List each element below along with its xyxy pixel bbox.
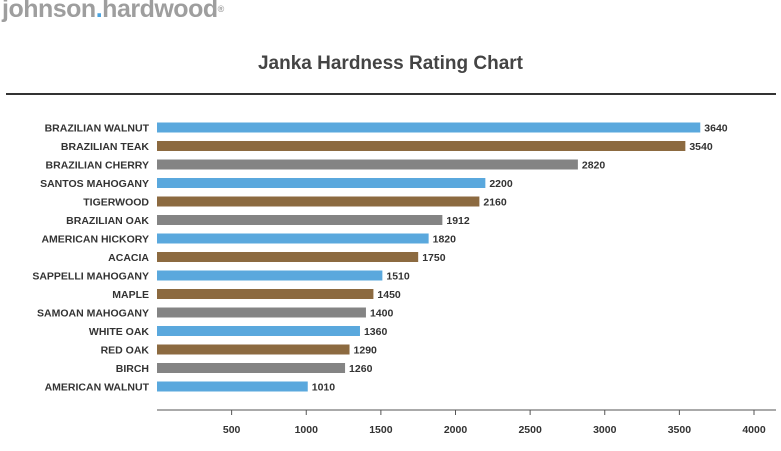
- category-label: BRAZILIAN CHERRY: [46, 160, 149, 172]
- x-tick-label: 2000: [444, 424, 468, 436]
- data-label: 1912: [446, 215, 470, 227]
- data-label: 1260: [349, 363, 373, 375]
- category-label: RED OAK: [101, 345, 150, 357]
- bar: [157, 215, 443, 225]
- brand-dot: .: [95, 0, 103, 23]
- x-tick-label: 4000: [742, 424, 766, 436]
- category-label: SAMOAN MAHOGANY: [37, 308, 149, 320]
- bar: [157, 141, 686, 151]
- bar: [157, 196, 480, 207]
- bar: [157, 178, 486, 188]
- category-label: MAPLE: [112, 289, 149, 301]
- data-label: 3640: [704, 123, 728, 135]
- data-label: 2200: [489, 178, 513, 190]
- data-label: 1400: [370, 308, 394, 320]
- bar: [157, 381, 308, 392]
- data-label: 1360: [364, 326, 388, 338]
- bar: [157, 270, 383, 281]
- x-tick-label: 2500: [518, 424, 542, 436]
- bar: [157, 122, 701, 133]
- data-label: 1820: [433, 234, 457, 246]
- data-label: 1450: [377, 289, 401, 301]
- brand-logo: johnson.hardwood®: [2, 0, 224, 24]
- brand-name-part1: johnson: [2, 0, 96, 23]
- data-label: 1010: [312, 382, 336, 394]
- category-label: BRAZILIAN TEAK: [61, 141, 149, 153]
- category-label: TIGERWOOD: [83, 197, 149, 209]
- category-label: SAPPELLI MAHOGANY: [32, 271, 149, 283]
- category-label: BRAZILIAN OAK: [66, 215, 149, 227]
- category-label: WHITE OAK: [89, 326, 149, 338]
- title-divider: [6, 93, 776, 95]
- data-label: 1290: [354, 345, 378, 357]
- category-label: BIRCH: [116, 363, 149, 375]
- bar: [157, 344, 350, 355]
- data-label: 1750: [422, 252, 446, 264]
- bar: [157, 159, 578, 170]
- data-label: 2160: [483, 197, 507, 209]
- chart-title: Janka Hardness Rating Chart: [257, 53, 524, 74]
- category-label: ACACIA: [108, 252, 149, 264]
- category-label: SANTOS MAHOGANY: [40, 178, 149, 190]
- bar: [157, 326, 360, 336]
- x-tick-label: 3500: [668, 424, 692, 436]
- registered-mark: ®: [217, 4, 225, 14]
- data-label: 3540: [689, 141, 713, 153]
- data-label: 2820: [582, 160, 606, 172]
- x-tick-label: 1000: [295, 424, 319, 436]
- category-label: AMERICAN HICKORY: [41, 234, 149, 246]
- x-tick-label: 3000: [593, 424, 617, 436]
- brand-name-part2: hardwood: [102, 0, 218, 23]
- data-label: 1510: [386, 271, 410, 283]
- category-label: AMERICAN WALNUT: [45, 382, 150, 394]
- x-tick-label: 1500: [369, 424, 393, 436]
- bar: [157, 233, 429, 244]
- bar: [157, 289, 374, 299]
- bar: [157, 252, 419, 262]
- bar: [157, 363, 346, 373]
- bar: [157, 307, 366, 318]
- category-label: BRAZILIAN WALNUT: [45, 123, 150, 135]
- x-tick-label: 500: [223, 424, 241, 436]
